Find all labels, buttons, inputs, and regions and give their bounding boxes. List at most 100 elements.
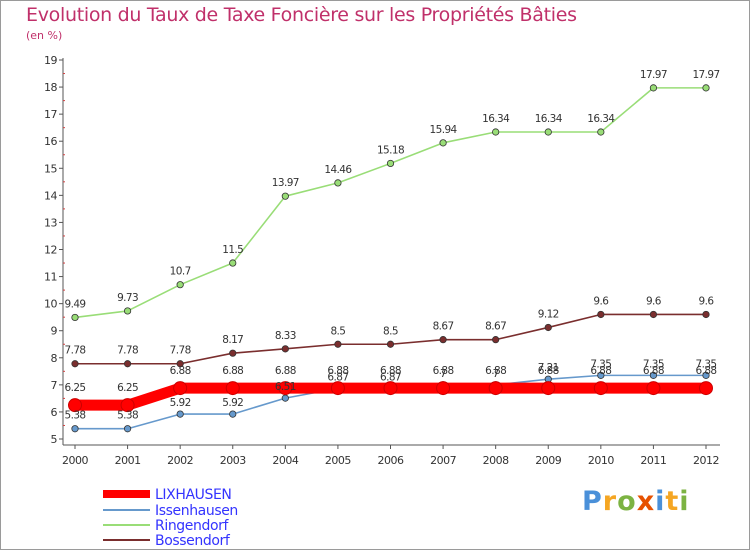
- point-ringendorf: [649, 84, 658, 92]
- data-label-lixhausen: 6.88: [380, 365, 401, 377]
- point-ringendorf: [334, 179, 342, 187]
- data-label-issenhausen: 7: [440, 368, 446, 380]
- point-lixhausen: [225, 381, 240, 396]
- point-bossendorf: [123, 360, 132, 368]
- point-lixhausen: [278, 381, 293, 396]
- point-bossendorf: [544, 323, 552, 332]
- x-tick-label: 2008: [483, 454, 509, 467]
- data-label-bossendorf: 9.6: [646, 295, 662, 307]
- point-ringendorf: [229, 259, 237, 267]
- point-lixhausen: [173, 381, 188, 396]
- data-label-bossendorf: 8.5: [383, 325, 398, 337]
- data-label-lixhausen: 6.25: [117, 382, 138, 394]
- data-label-lixhausen: 6.88: [590, 365, 611, 377]
- data-label-issenhausen: 7.35: [696, 358, 717, 370]
- point-ringendorf: [281, 192, 289, 200]
- y-tick-label: 13: [44, 216, 57, 229]
- data-label-issenhausen: 7.35: [643, 358, 664, 370]
- point-issenhausen: [176, 410, 184, 418]
- data-label-lixhausen: 6.88: [643, 365, 664, 377]
- point-issenhausen: [281, 394, 289, 402]
- point-lixhausen: [488, 381, 503, 396]
- y-tick-label: 7: [51, 379, 58, 392]
- data-label-bossendorf: 9.6: [593, 295, 609, 307]
- x-tick-label: 2004: [272, 454, 298, 467]
- x-tick-label: 2011: [640, 454, 666, 467]
- point-issenhausen: [123, 425, 132, 433]
- data-label-ringendorf: 17.97: [640, 69, 667, 81]
- data-label-lixhausen: 6.88: [170, 365, 191, 377]
- data-label-issenhausen: 6.87: [380, 371, 401, 383]
- point-lixhausen: [436, 381, 451, 396]
- data-label-ringendorf: 16.34: [587, 113, 615, 125]
- data-label-lixhausen: 6.25: [65, 382, 86, 394]
- point-lixhausen: [383, 381, 398, 396]
- x-tick-label: 2010: [588, 454, 614, 467]
- data-label-ringendorf: 17.97: [692, 69, 719, 81]
- data-label-issenhausen: 7.21: [538, 362, 559, 374]
- x-tick-label: 2007: [430, 454, 456, 467]
- data-label-issenhausen: 5.92: [222, 397, 243, 409]
- point-bossendorf: [176, 360, 184, 368]
- data-label-bossendorf: 8.67: [433, 321, 454, 333]
- y-tick-label: 16: [44, 135, 57, 148]
- x-tick-label: 2009: [535, 454, 561, 467]
- logo-letter: r: [602, 486, 618, 517]
- point-lixhausen: [699, 381, 713, 396]
- point-lixhausen: [68, 398, 82, 413]
- data-label-issenhausen: 7: [493, 368, 499, 380]
- point-ringendorf: [123, 307, 132, 315]
- data-label-issenhausen: 5.38: [117, 410, 138, 422]
- data-label-ringendorf: 11.5: [222, 244, 243, 256]
- legend-label-issenhausen: Issenhausen: [155, 503, 238, 519]
- y-tick-label: 9: [51, 325, 58, 338]
- point-bossendorf: [597, 310, 605, 319]
- x-tick-label: 2002: [167, 454, 193, 467]
- data-label-lixhausen: 6.88: [485, 365, 506, 377]
- point-lixhausen: [541, 381, 556, 396]
- legend-label-lixhausen: LIXHAUSEN: [155, 487, 231, 503]
- data-label-bossendorf: 7.78: [170, 345, 191, 357]
- point-ringendorf: [544, 128, 552, 136]
- logo-letter: i: [655, 486, 666, 517]
- data-label-ringendorf: 16.34: [535, 113, 563, 125]
- point-lixhausen: [120, 398, 135, 413]
- proxiti-logo: Proxiti: [582, 486, 690, 517]
- logo-letter: P: [582, 486, 603, 517]
- data-label-lixhausen: 6.88: [538, 365, 559, 377]
- y-tick-label: 15: [44, 162, 57, 175]
- point-issenhausen: [229, 410, 237, 418]
- x-tick-label: 2000: [62, 454, 88, 467]
- data-label-issenhausen: 5.38: [65, 410, 86, 422]
- point-issenhausen: [597, 371, 605, 379]
- data-label-bossendorf: 8.67: [485, 321, 506, 333]
- point-bossendorf: [281, 345, 289, 353]
- x-tick-label: 2003: [220, 454, 246, 467]
- x-tick-label: 2005: [325, 454, 351, 467]
- data-label-bossendorf: 8.33: [275, 330, 296, 342]
- point-ringendorf: [176, 281, 184, 289]
- point-lixhausen: [593, 381, 608, 396]
- data-label-bossendorf: 8.5: [330, 325, 345, 337]
- point-bossendorf: [492, 336, 500, 344]
- point-bossendorf: [702, 310, 710, 319]
- data-label-ringendorf: 10.7: [170, 266, 191, 278]
- logo-letter: x: [636, 486, 656, 517]
- y-tick-label: 11: [44, 271, 57, 284]
- point-lixhausen: [646, 381, 661, 396]
- chart-title: Evolution du Taux de Taxe Foncière sur l…: [26, 4, 577, 26]
- y-tick-label: 18: [44, 81, 57, 94]
- data-label-issenhausen: 6.51: [275, 381, 296, 393]
- point-ringendorf: [702, 84, 710, 92]
- point-bossendorf: [386, 340, 395, 348]
- data-label-bossendorf: 7.78: [65, 345, 86, 357]
- y-unit-label: (en %): [26, 29, 63, 42]
- legend-label-ringendorf: Ringendorf: [155, 518, 229, 534]
- point-issenhausen: [702, 371, 710, 379]
- data-label-ringendorf: 13.97: [272, 177, 299, 189]
- data-label-ringendorf: 9.73: [117, 292, 138, 304]
- point-ringendorf: [386, 159, 395, 168]
- point-lixhausen: [330, 381, 345, 396]
